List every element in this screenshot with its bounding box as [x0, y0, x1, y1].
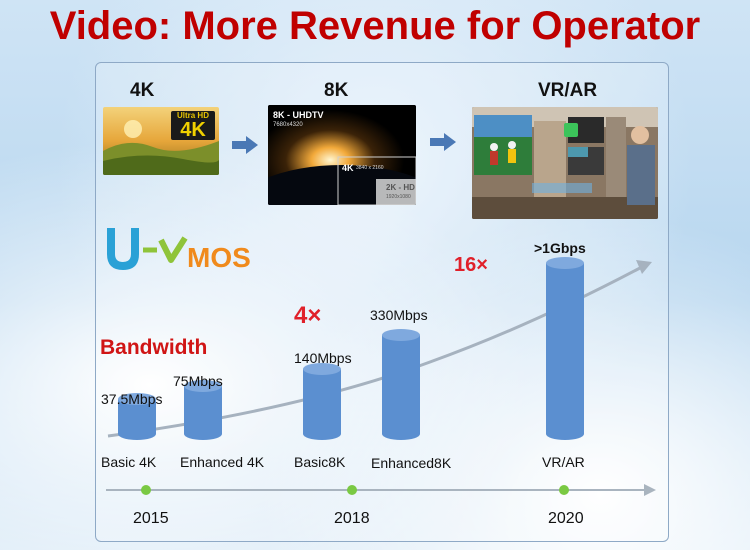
timeline-dot: [347, 485, 357, 495]
stage-label-4k: 4K: [130, 80, 155, 101]
value-label-basic8k: 140Mbps: [294, 350, 352, 366]
bandwidth-bar: [382, 329, 420, 440]
year-label-2020: 2020: [548, 510, 584, 527]
inner-2k-res: 1920x1080: [386, 194, 411, 200]
inner-2k-label: 2K - HD: [386, 183, 415, 192]
category-vrar: VR/AR: [542, 454, 585, 470]
year-label-2018: 2018: [334, 510, 370, 527]
multiplier-16x: 16×: [454, 254, 488, 276]
category-enhanced-4k: Enhanced 4K: [180, 454, 265, 470]
badge-4k-text: 4K: [180, 119, 206, 141]
inner-4k-label: 4K: [342, 163, 354, 173]
stage-label-8k: 8K: [324, 80, 349, 101]
u-vmos-logo-icon: [107, 228, 188, 270]
arrow-right-icon: [232, 136, 258, 154]
timeline-dot: [559, 485, 569, 495]
multiplier-4x: 4×: [294, 302, 322, 329]
ultra-hd-text: Ultra HD: [176, 111, 209, 120]
umos-logo: MOS: [103, 224, 273, 281]
logo-mos-text: MOS: [187, 242, 251, 273]
category-basic-4k: Basic 4K: [101, 454, 157, 470]
bandwidth-bar: [118, 393, 156, 440]
image-8k-uhdtv: 8K - UHDTV 7680x4320 4K 3840 x 2160 2K -…: [268, 105, 416, 205]
ultra-hd-badge: Ultra HD 4K: [171, 111, 215, 140]
bandwidth-title: Bandwidth: [100, 336, 208, 359]
year-label-2015: 2015: [133, 510, 169, 527]
timeline-axis: [106, 484, 656, 496]
category-basic8k: Basic8K: [294, 454, 346, 470]
timeline-dot: [141, 485, 151, 495]
value-label-basic-4k: 37.5Mbps: [101, 391, 163, 407]
image-4k-landscape: Ultra HD 4K: [103, 107, 219, 175]
image-vr-ar-scene: [472, 107, 658, 219]
value-label-enhanced8k: 330Mbps: [370, 307, 428, 323]
bandwidth-bar: [184, 380, 222, 440]
category-enhanced8k: Enhanced8K: [371, 455, 452, 471]
inner-4k-res: 3840 x 2160: [356, 165, 384, 171]
bandwidth-bar: [546, 257, 584, 440]
value-label-vrar: >1Gbps: [534, 240, 586, 256]
arrow-right-icon: [430, 133, 456, 151]
uhdtv-label: 8K - UHDTV: [273, 110, 324, 120]
value-label-enhanced-4k: 75Mbps: [173, 373, 223, 389]
uhdtv-res: 7680x4320: [273, 122, 303, 128]
page-title: Video: More Revenue for Operator: [49, 4, 701, 48]
bandwidth-bar: [303, 363, 341, 440]
stage-label-vrar: VR/AR: [538, 80, 598, 101]
